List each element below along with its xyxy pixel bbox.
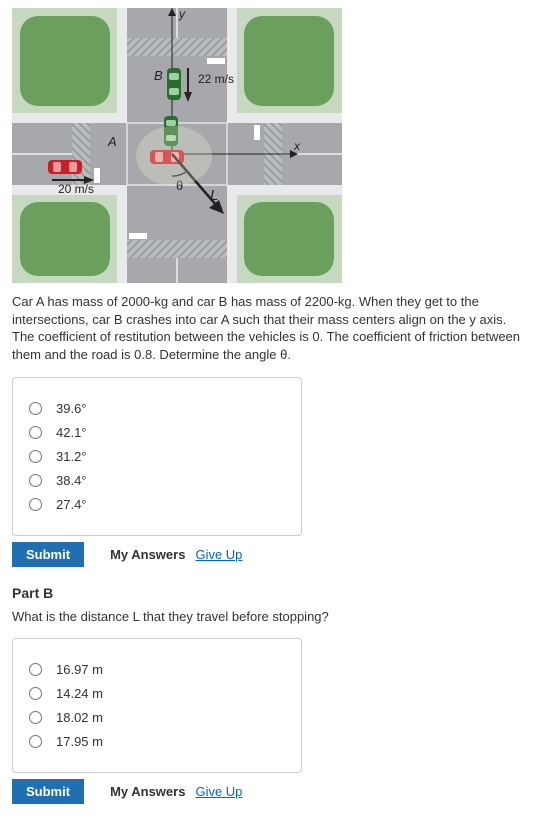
option-b-2[interactable]: 18.02 m xyxy=(29,710,285,725)
submit-button-a[interactable]: Submit xyxy=(12,542,84,567)
svg-text:20 m/s: 20 m/s xyxy=(58,182,94,196)
options-a-box: 39.6° 42.1° 31.2° 38.4° 27.4° xyxy=(12,377,302,536)
give-up-link-b[interactable]: Give Up xyxy=(195,784,242,799)
svg-text:L: L xyxy=(210,187,218,204)
intersection-diagram: y x B 22 m/s A 20 m/s L θ xyxy=(12,8,342,283)
part-b-question: What is the distance L that they travel … xyxy=(12,609,523,624)
option-a-3[interactable]: 38.4° xyxy=(29,473,285,488)
submit-button-b[interactable]: Submit xyxy=(12,779,84,804)
svg-text:22 m/s: 22 m/s xyxy=(198,72,234,86)
radio-b-1[interactable] xyxy=(29,687,42,700)
radio-a-2[interactable] xyxy=(29,450,42,463)
option-label: 42.1° xyxy=(56,425,87,440)
radio-a-3[interactable] xyxy=(29,474,42,487)
radio-a-0[interactable] xyxy=(29,402,42,415)
option-b-3[interactable]: 17.95 m xyxy=(29,734,285,749)
options-b-box: 16.97 m 14.24 m 18.02 m 17.95 m xyxy=(12,638,302,773)
problem-a-text: Car A has mass of 2000-kg and car B has … xyxy=(12,293,523,363)
option-a-4[interactable]: 27.4° xyxy=(29,497,285,512)
option-a-0[interactable]: 39.6° xyxy=(29,401,285,416)
radio-b-3[interactable] xyxy=(29,735,42,748)
option-label: 38.4° xyxy=(56,473,87,488)
diagram-svg: y x B 22 m/s A 20 m/s L θ xyxy=(12,8,342,283)
option-a-1[interactable]: 42.1° xyxy=(29,425,285,440)
option-label: 27.4° xyxy=(56,497,87,512)
part-b-label: Part B xyxy=(12,585,523,601)
option-b-1[interactable]: 14.24 m xyxy=(29,686,285,701)
option-label: 16.97 m xyxy=(56,662,103,677)
radio-a-1[interactable] xyxy=(29,426,42,439)
option-b-0[interactable]: 16.97 m xyxy=(29,662,285,677)
svg-text:x: x xyxy=(293,139,301,153)
button-row-b: Submit My Answers Give Up xyxy=(12,779,523,804)
option-label: 18.02 m xyxy=(56,710,103,725)
radio-b-2[interactable] xyxy=(29,711,42,724)
button-row-a: Submit My Answers Give Up xyxy=(12,542,523,567)
give-up-link-a[interactable]: Give Up xyxy=(195,547,242,562)
svg-text:A: A xyxy=(107,134,117,149)
option-a-2[interactable]: 31.2° xyxy=(29,449,285,464)
radio-a-4[interactable] xyxy=(29,498,42,511)
svg-text:y: y xyxy=(178,8,186,21)
my-answers-label-b: My Answers xyxy=(110,784,185,799)
svg-text:B: B xyxy=(154,68,163,83)
radio-b-0[interactable] xyxy=(29,663,42,676)
my-answers-label-a: My Answers xyxy=(110,547,185,562)
option-label: 31.2° xyxy=(56,449,87,464)
option-label: 17.95 m xyxy=(56,734,103,749)
option-label: 14.24 m xyxy=(56,686,103,701)
option-label: 39.6° xyxy=(56,401,87,416)
